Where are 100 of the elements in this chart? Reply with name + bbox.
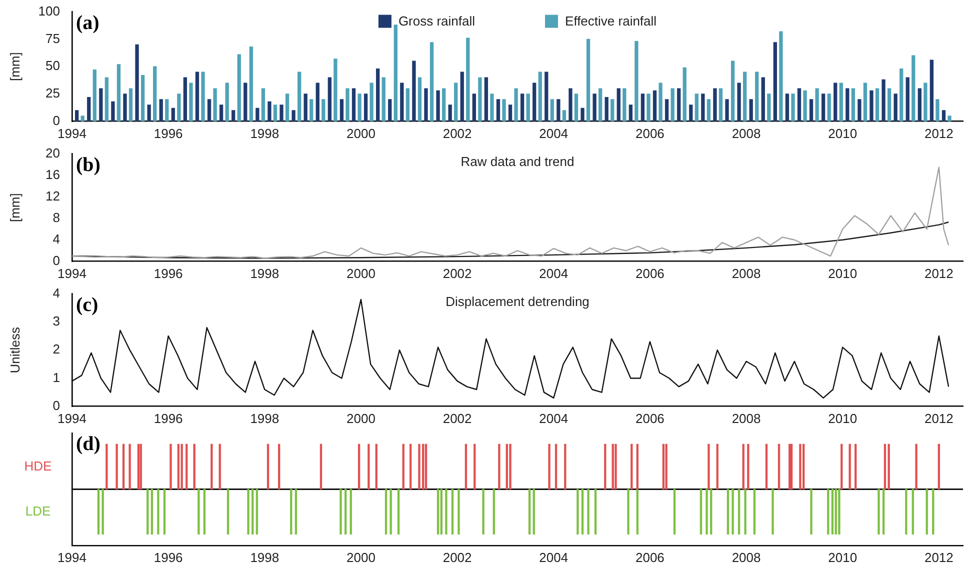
bar: [249, 46, 253, 122]
bar: [496, 99, 500, 122]
bar: [682, 67, 686, 122]
bar: [322, 99, 326, 122]
bar: [237, 54, 241, 122]
bar: [412, 60, 416, 122]
y-tick-label: 20: [46, 145, 60, 160]
bar: [827, 94, 831, 122]
bar: [670, 88, 674, 122]
annotation: (a): [76, 12, 100, 34]
x-tick-label: 2004: [539, 550, 568, 565]
bar: [418, 77, 422, 122]
bar: [140, 75, 145, 122]
bar: [328, 77, 332, 122]
bar: [556, 99, 560, 122]
x-tick-label: 1994: [58, 410, 86, 426]
bar: [900, 68, 904, 122]
bar: [887, 88, 892, 122]
bar: [924, 82, 928, 122]
bar: [334, 58, 338, 122]
bar: [870, 90, 874, 122]
bar: [846, 88, 850, 122]
x-tick-label: 2000: [346, 266, 376, 281]
bar: [111, 101, 115, 122]
bar: [773, 42, 777, 122]
bar: [809, 99, 814, 122]
y-tick-label: 8: [52, 210, 60, 225]
text: HDE: [24, 458, 52, 474]
bar: [74, 110, 79, 122]
bar: [562, 110, 566, 122]
y-axis-title: Unitless: [7, 326, 22, 374]
x-tick-label: 2004: [539, 126, 568, 141]
bar: [586, 38, 590, 122]
x-tick-label: 2010: [828, 410, 858, 426]
bar: [424, 88, 428, 122]
y-tick-label: 2: [52, 342, 60, 357]
y-tick-label: 0: [52, 252, 60, 268]
bar: [104, 77, 109, 122]
y-axis-title: [mm]: [7, 52, 22, 82]
bar: [213, 88, 217, 122]
bar: [664, 99, 669, 122]
bar: [310, 99, 314, 122]
bar: [376, 68, 380, 122]
bar: [822, 94, 826, 122]
bar: [147, 104, 151, 122]
bar: [80, 116, 84, 122]
bar: [737, 82, 741, 122]
bar: [936, 99, 940, 122]
annotation: (c): [76, 294, 98, 316]
annotation: (b): [76, 154, 100, 176]
x-tick-label: 2002: [442, 126, 472, 141]
bar: [285, 94, 290, 122]
y-tick-label: 1: [52, 370, 60, 385]
bar: [382, 77, 386, 122]
bar: [628, 104, 633, 122]
bar: [730, 60, 735, 122]
bar: [689, 104, 693, 122]
bar: [508, 104, 512, 122]
x-tick-label: 2012: [924, 266, 954, 281]
bar: [616, 88, 620, 122]
bar: [123, 94, 127, 122]
x-tick-label: 2008: [732, 266, 761, 281]
bar: [490, 94, 494, 122]
bar: [574, 94, 578, 122]
x-tick-label: 1998: [250, 266, 280, 281]
y-tick-label: 100: [38, 3, 60, 18]
x-tick-label: 2002: [442, 550, 472, 565]
text: LDE: [25, 503, 51, 518]
bar: [99, 88, 103, 122]
bar: [694, 94, 698, 122]
bar: [297, 72, 302, 122]
bar: [785, 94, 790, 122]
bar: [718, 88, 723, 122]
bar: [538, 72, 542, 122]
x-tick-label: 1998: [250, 410, 280, 426]
bar: [767, 94, 771, 122]
bar: [165, 99, 169, 122]
bar: [863, 82, 868, 122]
bar: [610, 99, 614, 122]
bar: [225, 82, 229, 122]
bar: [177, 94, 181, 122]
x-tick-label: 2008: [732, 126, 761, 141]
bar: [912, 55, 916, 122]
bar: [858, 99, 862, 122]
x-tick-label: 2002: [442, 410, 472, 426]
bar: [340, 99, 344, 122]
bar: [882, 79, 886, 122]
bar: [742, 72, 747, 122]
bar: [406, 88, 410, 122]
bar: [135, 44, 139, 122]
bar: [634, 41, 638, 122]
bar: [942, 110, 946, 122]
bar: [346, 88, 350, 122]
bar: [815, 88, 819, 122]
bar: [568, 88, 572, 122]
y-tick-label: 0: [52, 112, 60, 128]
y-axis-title: [mm]: [7, 193, 22, 222]
bar: [207, 99, 212, 122]
bar: [436, 90, 440, 122]
bar: [526, 94, 530, 122]
